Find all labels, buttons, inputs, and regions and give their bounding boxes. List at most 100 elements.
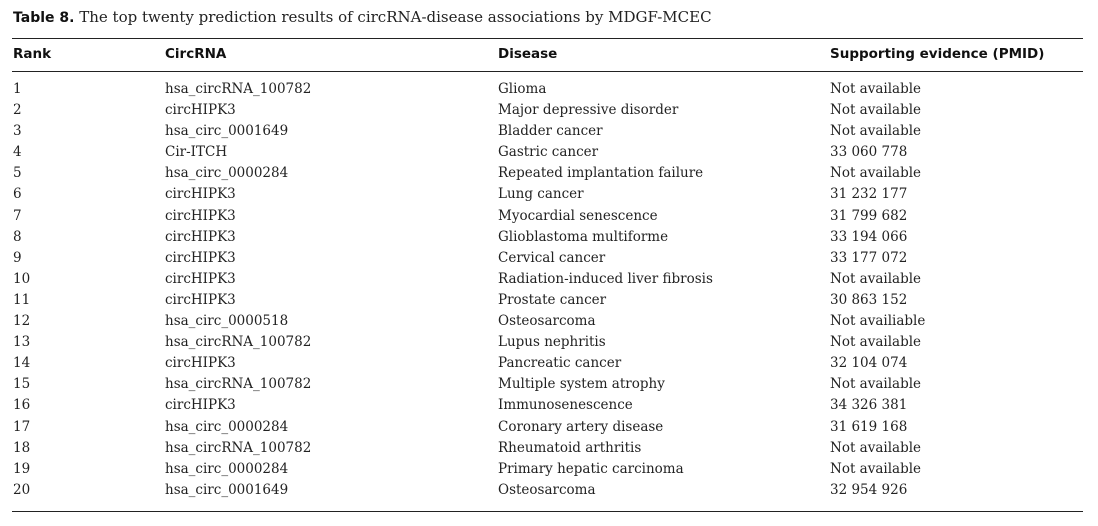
cell-rank: 18: [13, 439, 31, 456]
cell-circrna: hsa_circ_0001649: [165, 481, 289, 498]
cell-rank: 11: [13, 291, 31, 308]
table-title: The top twenty prediction results of cir…: [79, 8, 712, 26]
cell-rank: 4: [13, 144, 22, 161]
cell-rank: 5: [13, 165, 22, 182]
table-row: 6 circHIPK3 Lung cancer 31 232 177: [13, 184, 1084, 205]
cell-circrna: circHIPK3: [165, 228, 236, 245]
cell-disease: Myocardial senescence: [498, 207, 658, 224]
cell-circrna: circHIPK3: [165, 249, 236, 266]
table-row: 12 hsa_circ_0000518 Osteosarcoma Not availi…: [13, 311, 1084, 332]
table-caption: Table 8. The top twenty prediction resul…: [13, 8, 712, 26]
table-row: 5 hsa_circ_0000284 Repeated implantation f…: [13, 163, 1084, 184]
cell-evidence: Not available: [830, 439, 922, 456]
table-row: 19 hsa_circ_0000284 Primary hepatic carcin…: [13, 459, 1084, 480]
cell-disease: Primary hepatic carcinoma: [498, 460, 684, 477]
cell-rank: 10: [13, 270, 31, 287]
cell-disease: Osteosarcoma: [498, 481, 596, 498]
cell-rank: 3: [13, 123, 22, 140]
cell-disease: Cervical cancer: [498, 249, 606, 266]
cell-circrna: hsa_circ_0001649: [165, 123, 289, 140]
header-circrna: CircRNA: [165, 46, 227, 62]
bottom-rule: [12, 511, 1083, 512]
cell-circrna: circHIPK3: [165, 270, 236, 287]
cell-circrna: circHIPK3: [165, 291, 236, 308]
cell-disease: Pancreatic cancer: [498, 355, 622, 372]
cell-evidence: Not available: [830, 102, 922, 119]
cell-evidence: 31 619 168: [830, 418, 908, 435]
table-row: 10 circHIPK3 Radiation-induced liver fibro…: [13, 269, 1084, 290]
cell-disease: Immunosenescence: [498, 397, 633, 414]
table-row: 7 circHIPK3 Myocardial senescence 31 799 68…: [13, 206, 1084, 227]
table-body: 1 hsa_circRNA_100782 Glioma Not available 2 c…: [13, 79, 1084, 501]
cell-rank: 2: [13, 102, 22, 119]
cell-circrna: hsa_circRNA_100782: [165, 376, 312, 393]
cell-evidence: 32 954 926: [830, 481, 908, 498]
cell-disease: Lung cancer: [498, 186, 584, 203]
table-row: 9 circHIPK3 Cervical cancer 33 177 072: [13, 248, 1084, 269]
cell-evidence: Not available: [830, 334, 922, 351]
cell-disease: Repeated implantation failure: [498, 165, 704, 182]
table-row: 14 circHIPK3 Pancreatic cancer 32 104 074: [13, 353, 1084, 374]
table-row: 3 hsa_circ_0001649 Bladder cancer Not avail…: [13, 121, 1084, 142]
cell-rank: 1: [13, 81, 22, 97]
cell-rank: 17: [13, 418, 31, 435]
table-row: 20 hsa_circ_0001649 Osteosarcoma 32 954 926: [13, 480, 1084, 501]
table-row: 16 circHIPK3 Immunosenescence 34 326 381: [13, 395, 1084, 416]
cell-evidence: Not available: [830, 123, 922, 140]
table-row: 2 circHIPK3 Major depressive disorder Not a…: [13, 100, 1084, 121]
header-disease: Disease: [498, 46, 558, 62]
cell-disease: Prostate cancer: [498, 291, 607, 308]
table-row: 17 hsa_circ_0000284 Coronary artery diseas…: [13, 417, 1084, 438]
cell-circrna: circHIPK3: [165, 355, 236, 372]
top-rule: [12, 38, 1083, 39]
cell-evidence: 32 104 074: [830, 355, 908, 372]
cell-disease: Major depressive disorder: [498, 102, 679, 119]
cell-evidence: 33 177 072: [830, 249, 908, 266]
cell-rank: 19: [13, 460, 31, 477]
table-row: 15 hsa_circRNA_100782 Multiple system atro…: [13, 374, 1084, 395]
cell-rank: 15: [13, 376, 31, 393]
table-row: 4 Cir-ITCH Gastric cancer 33 060 778: [13, 142, 1084, 163]
cell-rank: 20: [13, 481, 31, 498]
cell-evidence: Not available: [830, 81, 922, 97]
cell-disease: Osteosarcoma: [498, 313, 596, 330]
cell-rank: 16: [13, 397, 31, 414]
cell-circrna: hsa_circ_0000284: [165, 460, 289, 477]
cell-evidence: 30 863 152: [830, 291, 908, 308]
cell-rank: 7: [13, 207, 22, 224]
cell-disease: Multiple system atrophy: [498, 376, 665, 393]
table-row: 11 circHIPK3 Prostate cancer 30 863 152: [13, 290, 1084, 311]
cell-disease: Lupus nephritis: [498, 334, 606, 351]
cell-disease: Glioblastoma multiforme: [498, 228, 669, 245]
cell-circrna: hsa_circRNA_100782: [165, 439, 312, 456]
cell-evidence: Not available: [830, 270, 922, 287]
cell-disease: Bladder cancer: [498, 123, 603, 140]
cell-disease: Radiation-induced liver fibrosis: [498, 270, 713, 287]
cell-rank: 8: [13, 228, 22, 245]
cell-evidence: Not availiable: [830, 313, 926, 330]
cell-evidence: 33 194 066: [830, 228, 908, 245]
cell-disease: Gastric cancer: [498, 144, 599, 161]
cell-circrna: hsa_circ_0000284: [165, 418, 289, 435]
cell-circrna: circHIPK3: [165, 102, 236, 119]
table-row: 1 hsa_circRNA_100782 Glioma Not available: [13, 79, 1084, 100]
cell-rank: 12: [13, 313, 31, 330]
cell-circrna: circHIPK3: [165, 397, 236, 414]
cell-rank: 6: [13, 186, 22, 203]
cell-circrna: Cir-ITCH: [165, 144, 228, 161]
table-label: Table 8.: [13, 10, 75, 26]
header-rule: [12, 71, 1083, 72]
header-evidence: Supporting evidence (PMID): [830, 46, 1045, 62]
cell-evidence: 34 326 381: [830, 397, 908, 414]
cell-circrna: hsa_circRNA_100782: [165, 334, 312, 351]
table-row: 18 hsa_circRNA_100782 Rheumatoid arthritis…: [13, 438, 1084, 459]
cell-disease: Rheumatoid arthritis: [498, 439, 642, 456]
cell-circrna: hsa_circ_0000284: [165, 165, 289, 182]
cell-circrna: hsa_circ_0000518: [165, 313, 289, 330]
header-rank: Rank: [13, 46, 52, 62]
cell-disease: Glioma: [498, 81, 547, 97]
table-row: 13 hsa_circRNA_100782 Lupus nephritis Not a…: [13, 332, 1084, 353]
cell-evidence: Not available: [830, 165, 922, 182]
cell-evidence: 31 232 177: [830, 186, 908, 203]
cell-circrna: circHIPK3: [165, 207, 236, 224]
